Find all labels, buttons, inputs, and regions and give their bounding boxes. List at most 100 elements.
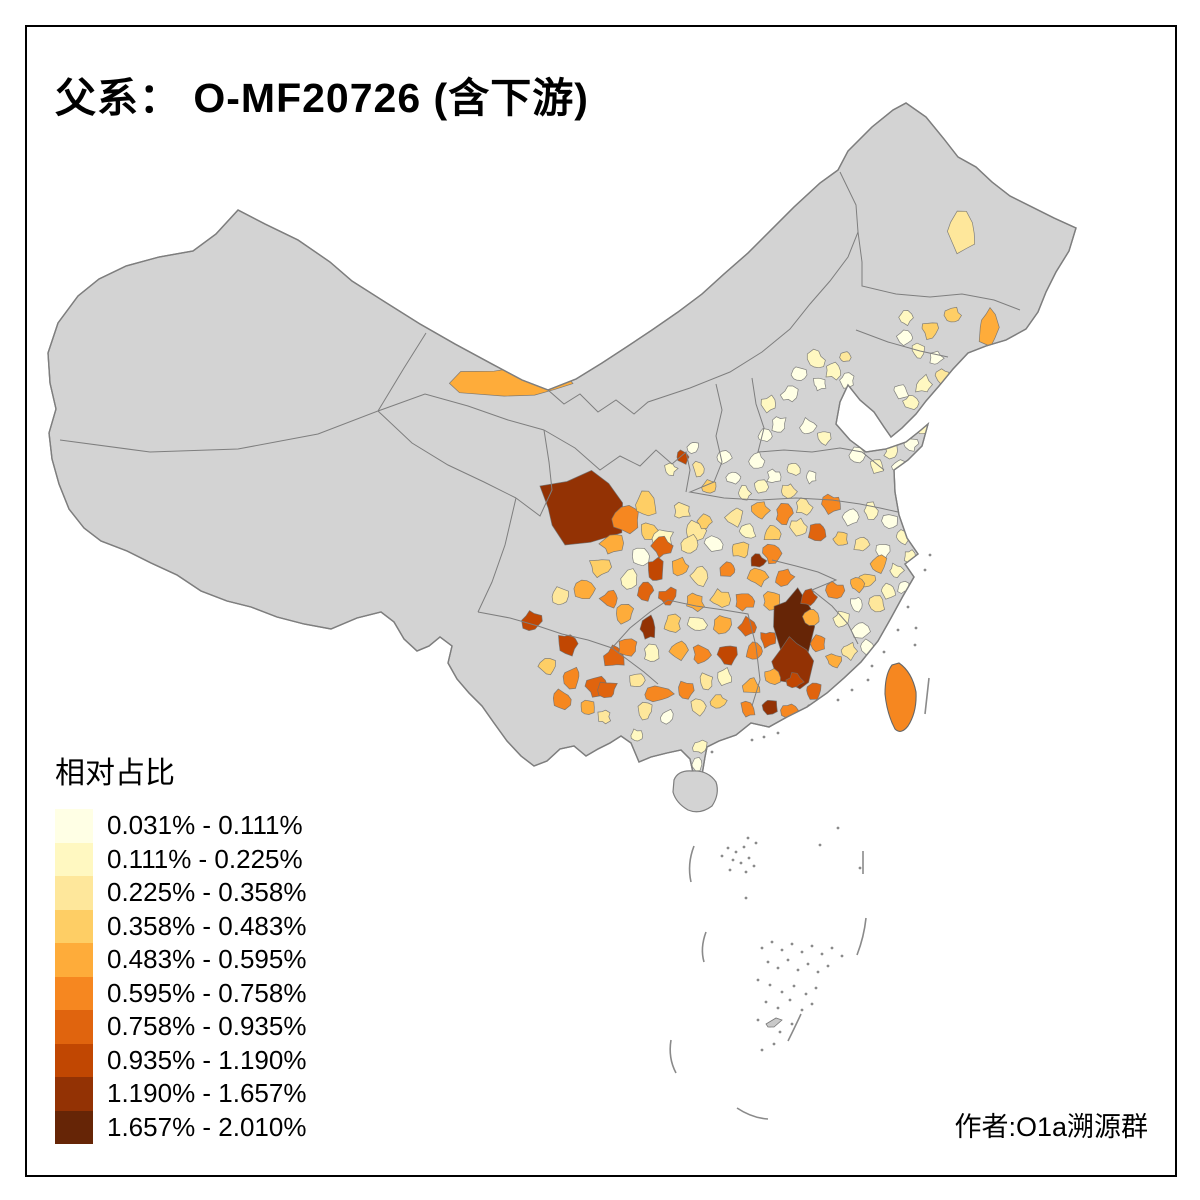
map-region <box>785 672 805 689</box>
map-region <box>915 373 933 393</box>
map-region <box>880 582 896 600</box>
map-region <box>809 634 826 653</box>
map-region <box>750 501 771 520</box>
map-region <box>725 471 742 485</box>
legend-label: 0.483% - 0.595% <box>107 944 307 975</box>
legend-swatch <box>55 1110 93 1144</box>
prefecture-regions <box>448 210 1000 772</box>
legend-label: 0.758% - 0.935% <box>107 1011 307 1042</box>
map-region <box>641 522 659 540</box>
legend-label: 0.111% - 0.225% <box>107 843 303 874</box>
map-region <box>802 609 820 626</box>
map-region <box>597 681 618 699</box>
map-region <box>709 694 728 709</box>
legend-row: 0.935% - 1.190% <box>55 1043 306 1077</box>
map-region <box>632 547 650 567</box>
legend-title: 相对占比 <box>55 757 175 790</box>
map-region <box>832 531 849 546</box>
sea-dash-lines <box>669 677 930 1120</box>
map-region <box>616 604 635 625</box>
map-region <box>806 348 826 369</box>
legend-label: 0.358% - 0.483% <box>107 910 307 941</box>
map-region <box>841 508 860 527</box>
map-region <box>745 641 763 660</box>
map-region <box>664 462 679 476</box>
map-region <box>806 470 817 485</box>
small-island-outline <box>765 1017 783 1028</box>
map-region <box>717 666 732 687</box>
map-region <box>647 556 664 581</box>
map-region <box>539 469 623 546</box>
map-region <box>824 653 843 669</box>
map-region <box>703 535 724 552</box>
map-region <box>573 579 596 600</box>
map-region <box>893 384 910 400</box>
map-region <box>760 631 777 649</box>
legend-swatch <box>55 809 93 843</box>
map-region <box>812 377 827 392</box>
map-region <box>771 416 787 433</box>
legend-label: 1.657% - 2.010% <box>107 1111 307 1142</box>
map-region <box>644 643 660 662</box>
map-region <box>881 514 898 529</box>
map-region <box>807 523 827 542</box>
map-region <box>853 536 871 552</box>
map-region <box>668 640 689 662</box>
map-region <box>740 700 756 718</box>
map-region <box>796 497 814 516</box>
legend-row: 0.358% - 0.483% <box>55 909 307 943</box>
map-region <box>551 586 569 606</box>
map-region <box>761 699 778 716</box>
map-region <box>673 501 691 519</box>
figure-border <box>25 25 1177 1177</box>
map-region <box>781 483 798 499</box>
legend-swatch <box>55 876 93 910</box>
map-region <box>650 535 674 559</box>
map-region <box>746 567 770 588</box>
map-region <box>943 306 962 323</box>
map-region <box>620 568 638 590</box>
map-region <box>686 616 709 631</box>
map-region <box>825 361 841 381</box>
map-region <box>580 699 595 715</box>
map-region <box>850 577 866 594</box>
map-region <box>750 553 768 568</box>
legend-swatch <box>55 842 93 876</box>
map-region <box>868 595 886 613</box>
map-region <box>764 668 781 685</box>
map-region <box>716 645 738 666</box>
map-region <box>903 438 920 452</box>
legend-row: 0.111% - 0.225% <box>55 842 306 876</box>
map-region <box>637 701 653 721</box>
legend-row: 1.657% - 2.010% <box>55 1110 307 1144</box>
map-region <box>692 460 705 478</box>
map-region <box>597 709 612 725</box>
legend-label: 0.595% - 0.758% <box>107 977 307 1008</box>
map-region <box>870 459 885 474</box>
map-region <box>635 490 657 517</box>
map-region <box>738 523 757 539</box>
map-region <box>790 366 808 381</box>
taiwan-island <box>884 662 917 732</box>
map-region <box>689 565 709 588</box>
map-region <box>598 534 624 555</box>
legend-label: 1.190% - 1.657% <box>107 1078 307 1109</box>
map-region <box>763 525 782 541</box>
map-region <box>775 503 794 526</box>
province-borders <box>59 171 1021 707</box>
legend-swatch <box>55 909 93 943</box>
map-region <box>889 562 906 578</box>
map-region <box>686 442 699 454</box>
legend-row: 0.031% - 0.111% <box>55 809 306 843</box>
small-islands <box>710 553 932 1052</box>
map-region <box>786 462 801 476</box>
map-region <box>699 672 714 691</box>
map-region <box>760 394 776 414</box>
map-region <box>766 468 782 483</box>
map-region <box>680 533 699 554</box>
map-region <box>598 589 618 609</box>
map-region <box>799 417 818 435</box>
map-region <box>537 658 556 676</box>
map-region <box>618 638 638 657</box>
